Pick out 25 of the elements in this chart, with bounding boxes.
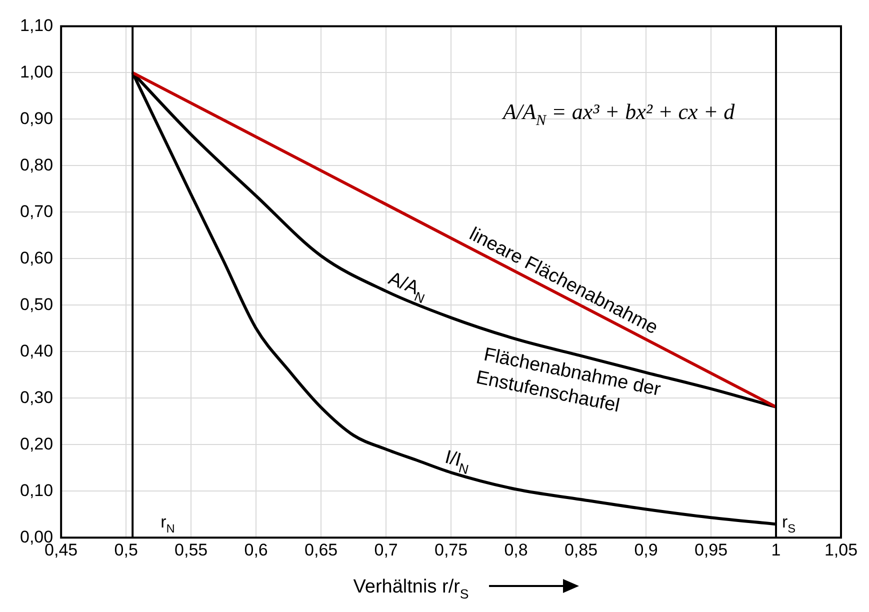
y-tick-label: 0,20	[20, 434, 54, 454]
y-tick-label: 0,40	[20, 341, 54, 360]
x-tick-label: 0,75	[434, 540, 468, 560]
y-tick-label: 0,30	[20, 388, 54, 407]
x-tick-label: 0,65	[304, 540, 338, 560]
y-tick-label: 1,10	[20, 16, 54, 35]
x-tick-label: 0,6	[244, 540, 268, 560]
x-tick-label: 1,05	[824, 540, 858, 560]
x-tick-label: 0,9	[634, 540, 658, 560]
x-tick-label: 0,5	[114, 540, 138, 560]
x-tick-label: 1	[771, 540, 781, 560]
x-tick-label: 0,8	[504, 540, 528, 560]
x-tick-label: 0,55	[174, 540, 208, 560]
x-tick-label: 0,85	[564, 540, 598, 560]
y-tick-label: 0,10	[20, 480, 54, 500]
y-tick-label: 0,90	[20, 108, 54, 128]
text: A/AN	[385, 268, 427, 306]
y-tick-label: 0,70	[20, 202, 54, 221]
y-tick-label: 0,80	[20, 155, 54, 174]
y-tick-label: 0,60	[20, 248, 54, 268]
y-tick-label: 1,00	[20, 62, 54, 82]
y-tick-label: 0,50	[20, 294, 54, 314]
text: I/IN	[442, 446, 470, 478]
x-tick-label: 0,95	[694, 540, 728, 560]
x-tick-label: 0,7	[374, 540, 398, 560]
